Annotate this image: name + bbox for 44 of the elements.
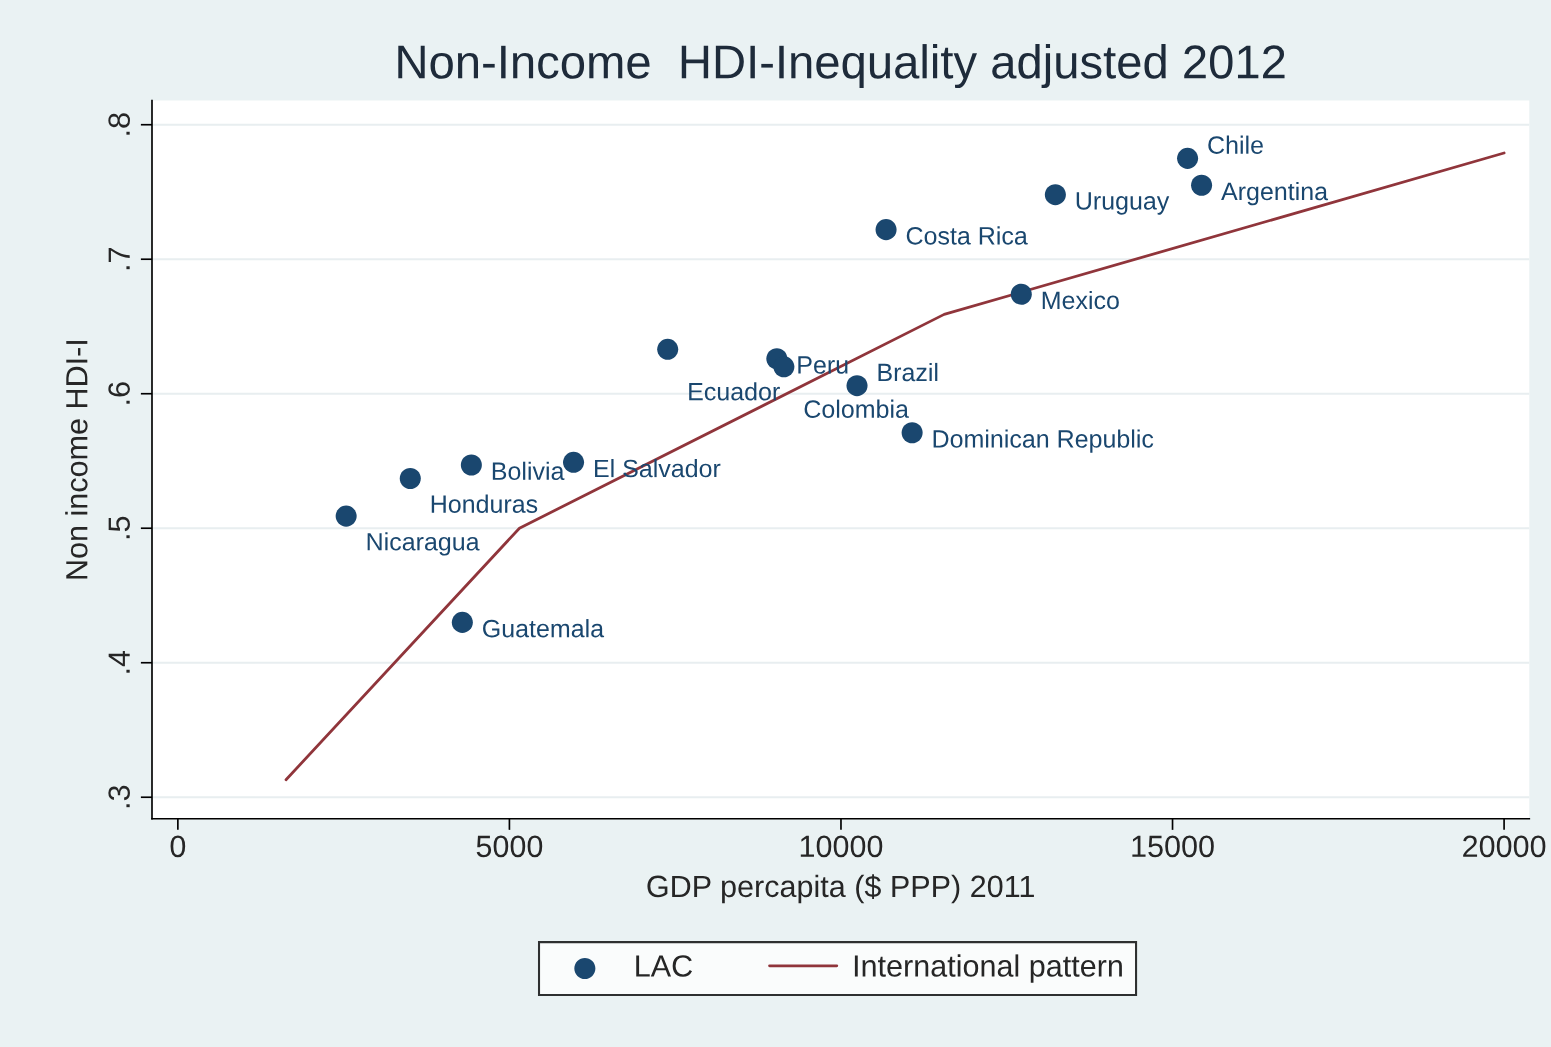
point: [875, 219, 897, 241]
point: [1044, 184, 1066, 206]
point: [1177, 147, 1199, 169]
point: [1191, 174, 1213, 196]
point: [1010, 283, 1032, 305]
y-tick-label: .7: [108, 248, 130, 270]
annotation: Colombia: [804, 399, 909, 418]
legend-label: International pattern: [854, 954, 1122, 983]
point: [451, 611, 473, 633]
annotation: Uruguay: [1076, 192, 1170, 215]
y-tick-label: .5: [108, 516, 130, 539]
annotation: Argentina: [1221, 181, 1329, 206]
point: [846, 375, 868, 397]
x-tick-label: 5000: [476, 835, 543, 858]
x-tick-label: 15000: [1132, 835, 1214, 858]
x-axis-title: GDP percapita ($ PPP) 2011: [647, 874, 1034, 904]
annotation: Dominican Republic: [933, 429, 1154, 453]
annotation: Guatemala: [483, 619, 605, 638]
annotation: Nicaragua: [367, 532, 480, 556]
x-tick-label: 20000: [1463, 835, 1546, 858]
y-tick-label: .3: [108, 785, 130, 808]
annotation: Bolivia: [492, 461, 565, 481]
y-axis-title: Non income HDI-I: [65, 341, 88, 579]
y-tick-label: .8: [108, 113, 130, 135]
y-tick-label: .6: [108, 382, 130, 404]
x-tick-label: 10000: [800, 835, 883, 858]
legend-label: LAC: [636, 955, 693, 977]
annotation: Mexico: [1042, 290, 1119, 310]
point: [901, 422, 923, 444]
x-tick-label: 0: [170, 835, 186, 858]
annotation: Honduras: [431, 494, 538, 513]
y-tick-label: .4: [108, 650, 130, 673]
chart-title: Non-Income HDI-Inequality adjusted 2012: [398, 44, 1285, 89]
annotation: Ecuador: [689, 382, 780, 401]
annotation: Peru: [798, 356, 848, 374]
point: [657, 338, 679, 360]
annotation: Costa Rica: [906, 226, 1028, 245]
annotation: Chile: [1208, 135, 1263, 154]
point: [563, 451, 585, 473]
point: [335, 505, 357, 527]
point: [399, 467, 421, 489]
point: [773, 356, 795, 378]
point: [460, 454, 482, 476]
annotation: Brazil: [878, 362, 938, 382]
